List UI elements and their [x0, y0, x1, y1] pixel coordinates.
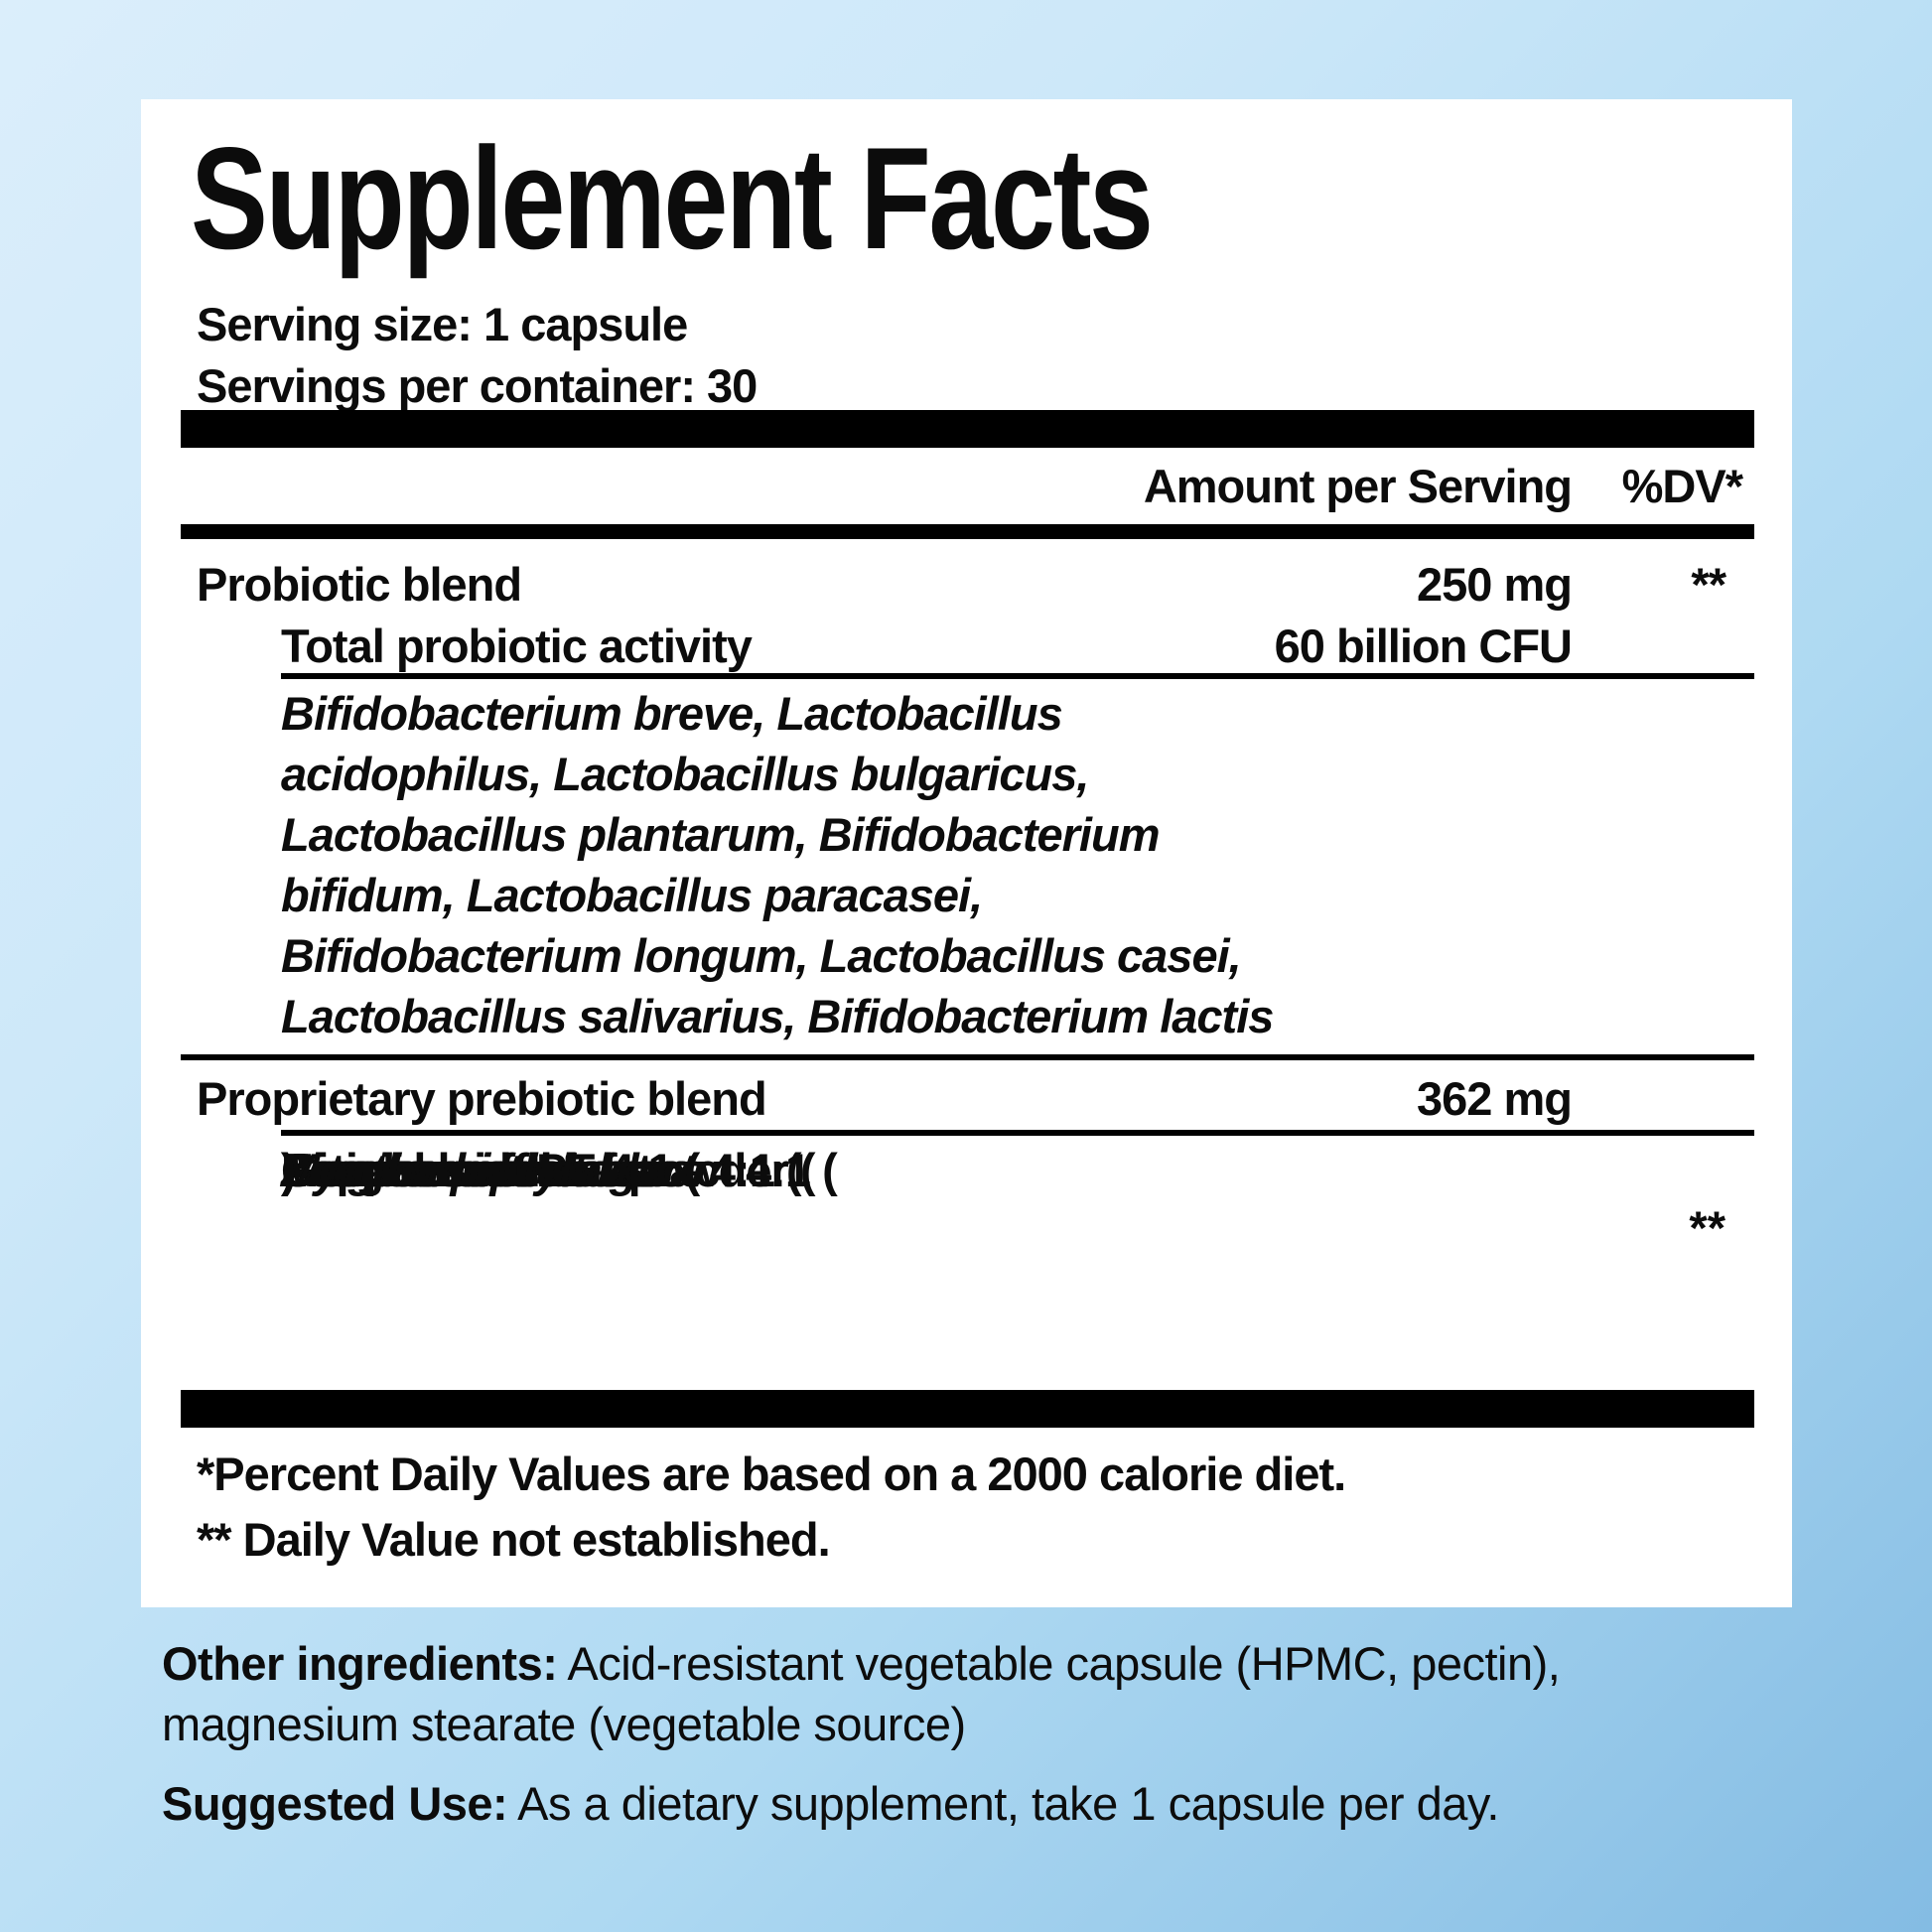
ingredient-text: ): [281, 1144, 297, 1196]
ingredient-scientific-name: Mentha piperita: [281, 1144, 612, 1196]
probiotic-blend-label: Probiotic blend: [197, 558, 522, 611]
species-line: Bifidobacterium longum, Lactobacillus ca…: [281, 929, 1242, 982]
divider-thin-indented-2: [281, 1130, 1754, 1136]
divider-thin-full: [181, 1054, 1754, 1060]
species-line: Bifidobacterium breve, Lactobacillus: [281, 687, 1063, 740]
other-ingredients-label: Other ingredients:: [162, 1637, 558, 1690]
divider-thick-bottom: [181, 1390, 1754, 1428]
supplement-facts-panel: Supplement Facts Serving size: 1 capsule…: [141, 99, 1792, 1607]
other-ingredients-text: Acid-resistant vegetable capsule (HPMC, …: [557, 1637, 1561, 1690]
ingredient-text: Peppermint leaf powder (: [281, 1144, 815, 1196]
footnotes: *Percent Daily Values are based on a 200…: [197, 1442, 1745, 1573]
suggested-use: Suggested Use: As a dietary supplement, …: [162, 1773, 1850, 1834]
probiotic-species-list: Bifidobacterium breve, Lactobacillus aci…: [281, 683, 1522, 1046]
ingredient-scientific-name: Zingiber officinale: [281, 1144, 664, 1196]
percent-dv-header: %DV*: [1621, 460, 1743, 512]
probiotic-blend-row: Probiotic blend 250 mg **: [141, 554, 1792, 616]
ingredient-text: Fennel seed extract 4:1 (: [281, 1144, 802, 1196]
total-probiotic-activity-label: Total probiotic activity: [281, 620, 753, 672]
prebiotic-blend-row: Proprietary prebiotic blend 362 mg: [141, 1068, 1792, 1130]
species-line: Lactobacillus salivarius, Bifidobacteriu…: [281, 990, 1274, 1042]
ingredient-text: ): [281, 1144, 297, 1196]
species-line: Lactobacillus plantarum, Bifidobacterium: [281, 808, 1161, 861]
servings-per-container: Servings per container: 30: [197, 359, 758, 412]
suggested-use-label: Suggested Use:: [162, 1777, 508, 1830]
other-ingredients-text: magnesium stearate (vegetable source): [162, 1698, 966, 1750]
species-line: bifidum, Lactobacillus paracasei,: [281, 869, 983, 921]
other-ingredients: Other ingredients: Acid-resistant vegeta…: [162, 1633, 1850, 1754]
prebiotic-blend-dv: **: [1689, 1201, 1725, 1254]
divider-medium: [181, 524, 1754, 539]
footnote-dv-not-established: ** Daily Value not established.: [197, 1513, 831, 1566]
divider-thick-top: [181, 410, 1754, 448]
table-header-row: Amount per Serving %DV*: [141, 457, 1792, 516]
ingredient-text: Artichoke leaf extract 4:1 (: [281, 1144, 838, 1196]
footnote-percent-dv: *Percent Daily Values are based on a 200…: [197, 1448, 1346, 1500]
ingredient-text: ): [281, 1144, 297, 1196]
total-probiotic-activity-row: Total probiotic activity 60 billion CFU: [141, 616, 1792, 677]
prebiotic-blend-label: Proprietary prebiotic blend: [197, 1072, 767, 1125]
ingredient-text: ): [281, 1144, 297, 1196]
serving-size: Serving size: 1 capsule: [197, 298, 688, 350]
suggested-use-text: As a dietary supplement, take 1 capsule …: [507, 1777, 1499, 1830]
total-probiotic-activity-amount: 60 billion CFU: [1274, 620, 1573, 672]
species-line: acidophilus, Lactobacillus bulgaricus,: [281, 748, 1089, 800]
prebiotic-blend-amount: 362 mg: [1417, 1072, 1573, 1125]
other-ingredients-line-1: Other ingredients: Acid-resistant vegeta…: [162, 1633, 1850, 1694]
probiotic-blend-dv: **: [1691, 558, 1726, 611]
panel-title: Supplement Facts: [191, 117, 1154, 279]
ingredient-text: Ginger root PE 4:1 (: [281, 1144, 700, 1196]
ingredient-scientific-name: Foeniculum vulgare: [281, 1144, 705, 1196]
amount-per-serving-header: Amount per Serving: [1143, 460, 1573, 512]
divider-thin-indented-1: [281, 673, 1754, 679]
probiotic-blend-amount: 250 mg: [1417, 558, 1573, 611]
other-ingredients-line-2: magnesium stearate (vegetable source): [162, 1694, 1850, 1754]
ingredient-scientific-name: Cynara scolymus: [281, 1144, 653, 1196]
